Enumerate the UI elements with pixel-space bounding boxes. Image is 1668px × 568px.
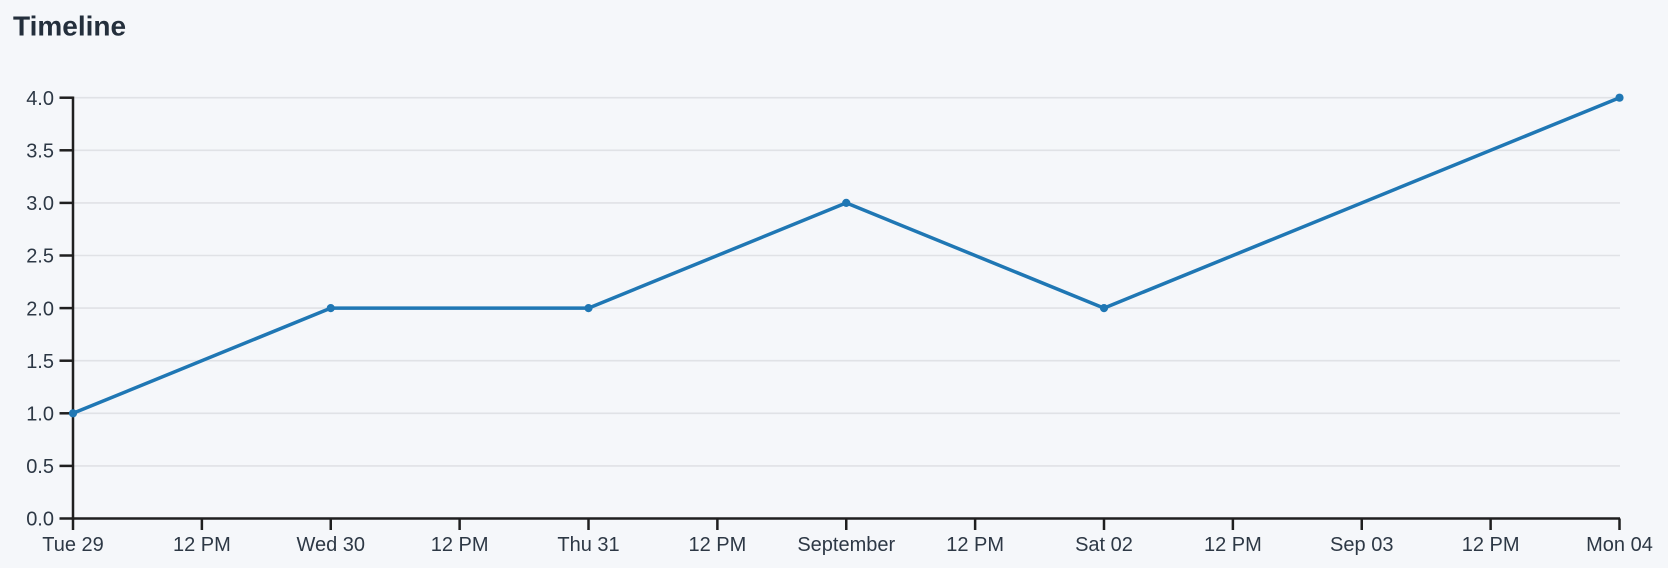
svg-text:0.0: 0.0: [26, 509, 54, 531]
svg-text:Tue 29: Tue 29: [42, 534, 104, 556]
svg-text:12 PM: 12 PM: [173, 534, 231, 556]
svg-text:12 PM: 12 PM: [1462, 534, 1520, 556]
svg-text:4.0: 4.0: [26, 88, 54, 110]
svg-text:Sep 03: Sep 03: [1330, 534, 1393, 556]
svg-text:12 PM: 12 PM: [431, 534, 489, 556]
svg-text:12 PM: 12 PM: [1204, 534, 1262, 556]
svg-text:2.0: 2.0: [26, 298, 54, 320]
svg-text:Wed 30: Wed 30: [296, 534, 365, 556]
svg-text:1.5: 1.5: [26, 351, 54, 373]
svg-text:Sat 02: Sat 02: [1075, 534, 1133, 556]
svg-text:3.0: 3.0: [26, 193, 54, 215]
svg-text:Mon 04: Mon 04: [1586, 534, 1653, 556]
svg-text:0.5: 0.5: [26, 456, 54, 478]
svg-text:September: September: [797, 534, 895, 556]
svg-text:3.5: 3.5: [26, 141, 54, 163]
svg-text:Thu 31: Thu 31: [557, 534, 619, 556]
svg-text:Timeline: Timeline: [13, 11, 126, 42]
svg-text:2.5: 2.5: [26, 246, 54, 268]
svg-text:12 PM: 12 PM: [946, 534, 1004, 556]
svg-text:12 PM: 12 PM: [688, 534, 746, 556]
svg-text:1.0: 1.0: [26, 404, 54, 426]
